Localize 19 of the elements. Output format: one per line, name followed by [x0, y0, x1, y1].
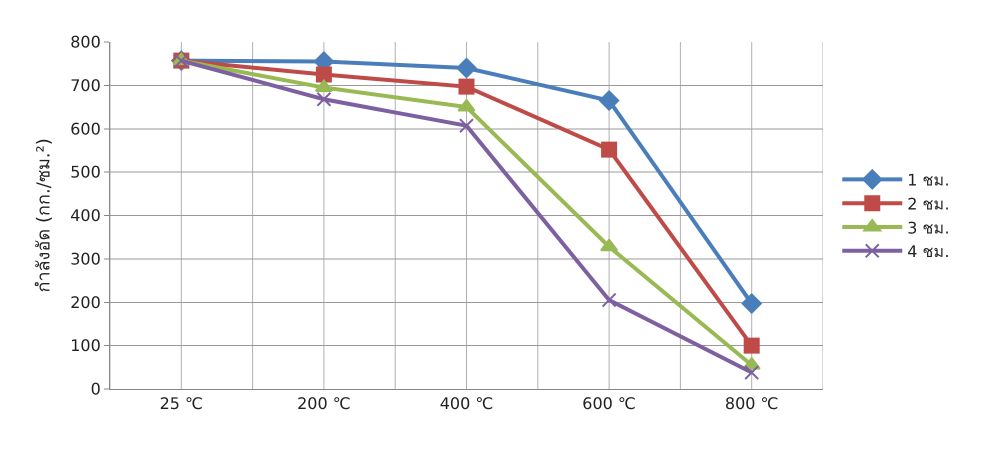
y-tick-label: 200 [70, 292, 101, 312]
legend-label: 4 ชม. [907, 242, 950, 262]
legend-label: 2 ชม. [907, 194, 950, 214]
x-tick-label: 400 ℃ [440, 394, 494, 414]
x-tick-label: 800 ℃ [724, 394, 778, 414]
y-tick-label: 600 [70, 119, 101, 138]
legend-label: 1 ชม. [907, 170, 950, 190]
y-tick-label: 100 [70, 336, 101, 356]
y-axis-title: กำลังอัด (กก./ซม.²) [33, 138, 54, 293]
x-tick-label: 200 ℃ [297, 394, 351, 414]
y-tick-label: 500 [70, 162, 101, 182]
y-tick-label: 800 [70, 32, 101, 52]
x-tick-label: 25 ℃ [160, 394, 204, 414]
x-tick-label: 600 ℃ [582, 394, 636, 414]
y-tick-label: 400 [70, 206, 101, 226]
legend-label: 3 ชม. [907, 218, 950, 238]
y-tick-label: 700 [70, 76, 101, 95]
y-tick-label: 300 [70, 249, 101, 268]
y-tick-label: 0 [90, 380, 101, 399]
